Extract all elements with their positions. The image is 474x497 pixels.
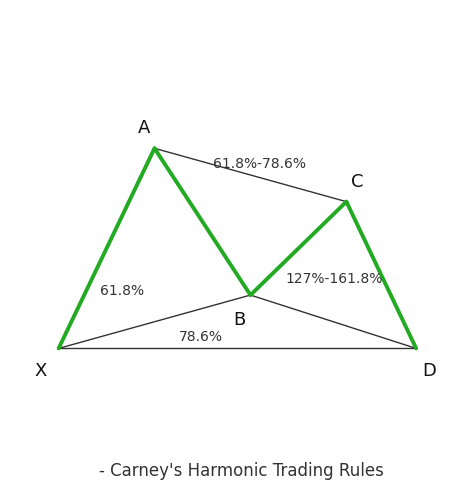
Text: - Carney's Harmonic Trading Rules: - Carney's Harmonic Trading Rules — [99, 462, 384, 480]
Text: 61.8%: 61.8% — [100, 284, 144, 298]
Text: 61.8%-78.6%: 61.8%-78.6% — [213, 157, 306, 171]
Text: 78.6%: 78.6% — [179, 331, 222, 344]
Text: X: X — [35, 362, 47, 380]
Text: B: B — [233, 311, 246, 329]
Text: C: C — [351, 172, 364, 191]
Text: A: A — [137, 119, 150, 137]
Text: 127%-161.8%: 127%-161.8% — [285, 272, 383, 286]
Text: D: D — [422, 362, 436, 380]
